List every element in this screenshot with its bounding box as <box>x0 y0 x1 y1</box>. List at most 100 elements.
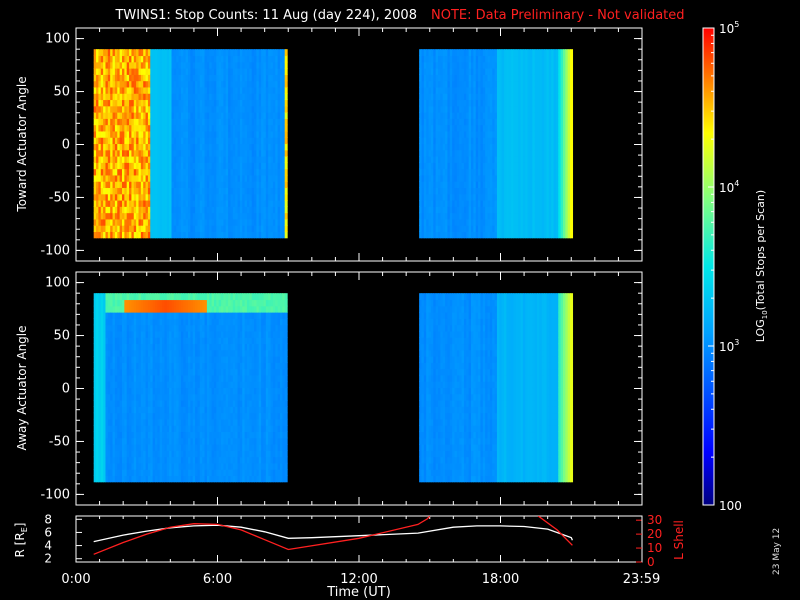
heatmap-cell <box>164 156 168 163</box>
heatmap-cell <box>242 61 246 69</box>
heatmap-cell <box>107 337 111 345</box>
heatmap-cell <box>520 130 524 138</box>
heatmap-cell <box>124 80 128 88</box>
heatmap-cell <box>558 93 562 101</box>
heatmap-cell <box>188 168 191 176</box>
heatmap-cell <box>239 80 243 88</box>
heatmap-cell <box>117 61 121 69</box>
heatmap-cell <box>539 74 543 82</box>
heatmap-cell <box>169 231 173 239</box>
heatmap-cell <box>515 61 519 69</box>
heatmap-cell <box>110 324 114 332</box>
heatmap-cell <box>235 212 239 220</box>
heatmap-cell <box>100 362 104 370</box>
heatmap-cell <box>199 218 203 226</box>
heatmap-cell <box>541 130 545 138</box>
heatmap-cell <box>433 99 437 107</box>
heatmap-cell <box>275 130 279 138</box>
heatmap-cell <box>145 68 149 75</box>
heatmap-cell <box>546 61 550 69</box>
heatmap-cell <box>225 212 229 220</box>
heatmap-cell <box>107 80 111 88</box>
heatmap-cell <box>440 86 444 94</box>
heatmap-cell <box>256 193 260 201</box>
heatmap-cell <box>100 299 104 307</box>
heatmap-cell <box>114 105 118 113</box>
heatmap-cell <box>428 187 432 195</box>
heatmap-cell <box>570 137 574 145</box>
heatmap-cell <box>466 112 470 119</box>
heatmap-cell <box>433 124 437 132</box>
heatmap-cell <box>504 55 507 63</box>
heatmap-cell <box>478 168 482 176</box>
heatmap-cell <box>114 206 118 214</box>
heatmap-cell <box>438 143 441 151</box>
heatmap-cell <box>185 143 189 151</box>
heatmap-cell <box>473 124 477 132</box>
heatmap-cell <box>527 55 531 63</box>
heatmap-cell <box>136 68 140 75</box>
heatmap-cell <box>546 143 550 151</box>
heatmap-cell <box>96 374 100 382</box>
heatmap-cell <box>558 206 562 214</box>
heatmap-cell <box>131 149 135 157</box>
heatmap-cell <box>249 174 253 182</box>
heatmap-cell <box>206 206 210 214</box>
heatmap-cell <box>100 349 104 357</box>
heatmap-cell <box>221 156 224 163</box>
heatmap-cell <box>202 137 206 145</box>
heatmap-cell <box>176 231 180 239</box>
heatmap-cell <box>105 68 109 75</box>
heatmap-cell <box>447 93 451 101</box>
heatmap-cell <box>551 68 555 75</box>
heatmap-cell <box>93 149 97 157</box>
heatmap-cell <box>199 105 203 113</box>
heatmap-cell <box>176 193 180 201</box>
heatmap-cell <box>534 218 538 226</box>
heatmap-cell <box>119 305 123 313</box>
heatmap-cell <box>114 469 118 477</box>
heatmap-cell <box>529 212 533 220</box>
heatmap-cell <box>423 86 427 94</box>
heatmap-cell <box>421 55 425 63</box>
heatmap-cell <box>525 174 529 182</box>
heatmap-cell <box>180 174 184 182</box>
heatmap-cell <box>539 156 543 163</box>
heatmap-cell <box>190 206 194 214</box>
heatmap-cell <box>456 68 460 75</box>
heatmap-cell <box>112 80 116 88</box>
heatmap-cell <box>567 112 571 119</box>
heatmap-cell <box>563 187 566 195</box>
heatmap-cell <box>232 86 236 94</box>
heatmap-cell <box>529 174 533 182</box>
heatmap-cell <box>178 212 182 220</box>
heatmap-cell <box>489 181 493 189</box>
heatmap-cell <box>180 156 184 163</box>
heatmap-cell <box>171 187 175 195</box>
heatmap-cell <box>223 74 227 82</box>
heatmap-cell <box>105 299 109 307</box>
heatmap-cell <box>438 68 441 75</box>
heatmap-cell <box>442 149 446 157</box>
heatmap-cell <box>105 218 109 226</box>
heatmap-cell <box>204 105 208 113</box>
heatmap-cell <box>126 55 130 63</box>
heatmap-cell <box>237 174 241 182</box>
heatmap-cell <box>539 80 543 88</box>
heatmap-cell <box>459 86 463 94</box>
heatmap-cell <box>563 156 566 163</box>
heatmap-cell <box>452 105 456 113</box>
heatmap-cell <box>551 124 555 132</box>
heatmap-cell <box>263 86 267 94</box>
heatmap-cell <box>166 86 170 94</box>
heatmap-cell <box>239 55 243 63</box>
heatmap-cell <box>192 168 196 176</box>
heatmap-cell <box>489 225 493 233</box>
heatmap-cell <box>105 393 109 401</box>
heatmap-cell <box>242 187 246 195</box>
heatmap-cell <box>190 181 194 189</box>
heatmap-cell <box>532 200 536 207</box>
heatmap-cell <box>131 99 135 107</box>
heatmap-cell <box>119 462 123 470</box>
heatmap-cell <box>565 112 569 119</box>
